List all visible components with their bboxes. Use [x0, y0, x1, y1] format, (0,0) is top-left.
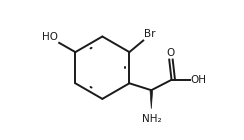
Polygon shape: [150, 91, 152, 109]
Text: NH₂: NH₂: [142, 115, 161, 124]
Text: O: O: [167, 47, 175, 58]
Text: HO: HO: [42, 32, 58, 42]
Text: Br: Br: [144, 29, 156, 39]
Text: OH: OH: [191, 75, 207, 85]
